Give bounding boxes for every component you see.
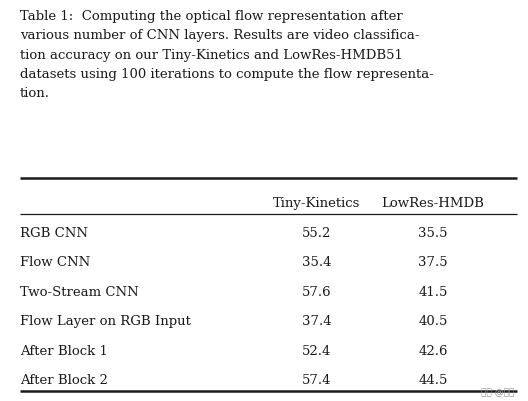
Text: 55.2: 55.2 (302, 227, 332, 239)
Text: 知乎 @琿瑞: 知乎 @琿瑞 (482, 387, 515, 396)
Text: After Block 2: After Block 2 (20, 373, 108, 386)
Text: After Block 1: After Block 1 (20, 344, 108, 356)
Text: 37.5: 37.5 (418, 256, 448, 269)
Text: 57.6: 57.6 (302, 285, 332, 298)
Text: Flow Layer on RGB Input: Flow Layer on RGB Input (20, 314, 191, 327)
Text: various number of CNN layers. Results are video classifica-: various number of CNN layers. Results ar… (20, 29, 420, 42)
Text: LowRes-HMDB: LowRes-HMDB (382, 196, 484, 209)
Text: Two-Stream CNN: Two-Stream CNN (20, 285, 139, 298)
Text: 44.5: 44.5 (418, 373, 448, 386)
Text: datasets using 100 iterations to compute the flow representa-: datasets using 100 iterations to compute… (20, 68, 434, 81)
Text: 57.4: 57.4 (302, 373, 332, 386)
Text: 35.5: 35.5 (418, 227, 448, 239)
Text: 35.4: 35.4 (302, 256, 332, 269)
Text: Flow CNN: Flow CNN (20, 256, 90, 269)
Text: 42.6: 42.6 (418, 344, 448, 356)
Text: 40.5: 40.5 (418, 314, 448, 327)
Text: 41.5: 41.5 (418, 285, 448, 298)
Text: Tiny-Kinetics: Tiny-Kinetics (273, 196, 361, 209)
Text: tion.: tion. (20, 87, 50, 100)
Text: 52.4: 52.4 (302, 344, 332, 356)
Text: Table 1:  Computing the optical flow representation after: Table 1: Computing the optical flow repr… (20, 10, 403, 23)
Text: 37.4: 37.4 (302, 314, 332, 327)
Text: tion accuracy on our Tiny-Kinetics and LowRes-HMDB51: tion accuracy on our Tiny-Kinetics and L… (20, 49, 403, 61)
Text: RGB CNN: RGB CNN (20, 227, 88, 239)
